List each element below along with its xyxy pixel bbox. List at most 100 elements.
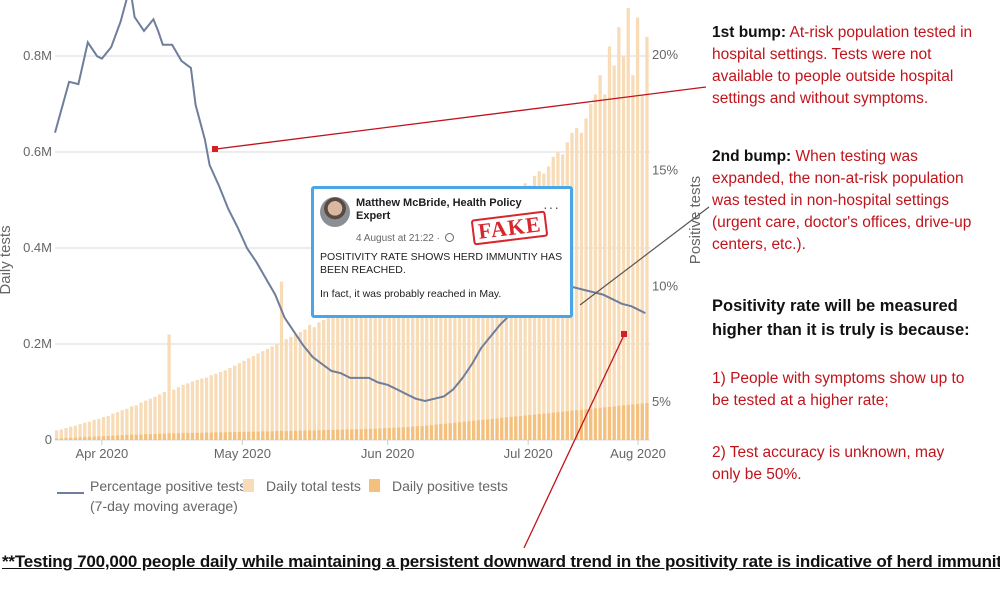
total-tests-bar: [382, 286, 387, 440]
total-tests-bar: [139, 402, 143, 440]
total-tests-bar: [59, 429, 63, 440]
positive-tests-bar: [59, 438, 63, 440]
positive-tests-bar: [368, 428, 373, 440]
bump1-label: 1st bump:: [712, 24, 787, 41]
total-tests-bar: [256, 353, 260, 440]
positive-tests-bar: [626, 404, 630, 440]
positive-tests-bar: [111, 435, 115, 440]
total-tests-bar: [322, 320, 326, 440]
post-meta: 4 August at 21:22 ·: [356, 233, 454, 244]
total-tests-bar: [190, 381, 195, 440]
total-tests-bar: [97, 418, 101, 440]
total-tests-bar: [298, 332, 302, 440]
positive-tests-bar: [635, 404, 640, 440]
total-tests-bar: [514, 197, 518, 440]
y-left-tick-label: 0: [45, 432, 52, 447]
total-tests-bar: [575, 128, 579, 440]
total-tests-bar: [598, 75, 602, 440]
total-tests-bar: [439, 255, 443, 440]
positive-tests-bar: [303, 430, 307, 440]
positive-tests-bar: [603, 407, 607, 440]
positive-tests-bar: [565, 411, 569, 440]
total-tests-bar: [228, 368, 232, 440]
positive-tests-bar: [209, 432, 213, 440]
positive-tests-bar: [312, 430, 316, 440]
positive-tests-bar: [78, 437, 82, 440]
positive-tests-bar: [392, 427, 396, 440]
total-tests-bar: [589, 104, 593, 440]
reason-2: 2) Test accuracy is unknown, may only be…: [712, 444, 945, 483]
total-tests-bar: [387, 288, 391, 440]
total-tests-bar: [247, 358, 251, 440]
total-tests-bar: [434, 252, 438, 440]
positive-tests-bar: [354, 429, 359, 440]
total-tests-bar: [467, 236, 471, 440]
more-options-icon[interactable]: ···: [543, 199, 560, 215]
total-tests-bar: [162, 392, 167, 440]
x-axis-ticks: Apr 2020 May 2020 Jun 2020 Jul 2020 Aug 2020: [75, 440, 666, 461]
positive-tests-bar: [148, 434, 152, 440]
positive-tests-bar: [293, 430, 298, 440]
total-tests-bar: [326, 317, 331, 440]
y-axis-left-title: Daily tests: [0, 225, 14, 294]
total-tests-bar: [364, 298, 368, 440]
positive-tests-bar: [612, 406, 616, 440]
positive-tests-bar: [181, 433, 185, 440]
positive-tests-bar: [73, 437, 78, 440]
positive-tests-bar: [64, 438, 68, 440]
positive-tests-bar: [279, 430, 284, 440]
positive-tests-bar: [144, 434, 148, 440]
positive-tests-bar: [233, 432, 237, 440]
positive-tests-bar: [514, 416, 518, 440]
positive-tests-bar: [425, 425, 429, 440]
positive-tests-bar: [247, 431, 251, 440]
total-tests-bar: [209, 375, 213, 440]
positive-tests-bar: [331, 429, 335, 440]
x-tick-label: Jul 2020: [504, 446, 553, 461]
total-tests-bar: [242, 360, 246, 440]
legend-line-label: Percentage positive tests (7-day moving …: [90, 478, 250, 514]
legend-total-swatch: [243, 479, 254, 492]
positive-tests-bar: [523, 415, 527, 440]
positive-tests-bar: [176, 433, 181, 440]
total-tests-bar: [307, 324, 312, 440]
total-tests-bar: [621, 56, 626, 440]
total-tests-bar: [106, 416, 110, 440]
positive-tests-bar: [336, 429, 340, 440]
positive-tests-bar: [556, 412, 560, 440]
total-tests-bar: [69, 426, 73, 440]
positive-tests-bar: [87, 436, 92, 440]
positive-tests-bar: [631, 404, 635, 440]
total-tests-bar: [626, 8, 630, 440]
positive-tests-bar: [542, 413, 546, 440]
reason-1: 1) People with symptoms show up to be te…: [712, 370, 965, 409]
x-tick-label: Aug 2020: [610, 446, 666, 461]
total-tests-bar: [101, 416, 106, 440]
total-tests-bar: [490, 209, 494, 440]
total-tests-bar: [425, 264, 429, 440]
post-timestamp: 4 August at 21:22 ·: [356, 233, 443, 244]
positive-tests-bar: [640, 403, 644, 440]
positive-tests-bar: [382, 428, 387, 440]
total-tests-bar: [120, 410, 124, 440]
positive-tests-bar: [462, 421, 466, 440]
total-tests-bar: [148, 398, 152, 440]
positive-tests-bar: [457, 422, 462, 440]
daily-positive-tests-bars: [55, 403, 649, 440]
total-tests-bar: [443, 250, 448, 440]
total-tests-bar: [129, 406, 134, 440]
total-tests-bar: [223, 370, 227, 440]
total-tests-bar: [476, 221, 480, 440]
total-tests-bar: [204, 377, 209, 440]
positive-tests-bar: [223, 432, 227, 440]
positive-tests-bar: [537, 414, 541, 440]
y-right-tick-label: 5%: [652, 394, 671, 409]
total-tests-bar: [411, 274, 415, 440]
post-text-2: In fact, it was probably reached in May.: [320, 288, 502, 300]
positive-tests-bar: [162, 433, 167, 440]
total-tests-bar: [115, 412, 120, 440]
total-tests-bar: [593, 94, 598, 441]
positive-tests-bar: [218, 432, 223, 440]
positive-tests-bar: [401, 427, 405, 440]
post-text-1: POSITIVITY RATE SHOWS HERD IMMUNTIY HAS …: [320, 251, 563, 276]
